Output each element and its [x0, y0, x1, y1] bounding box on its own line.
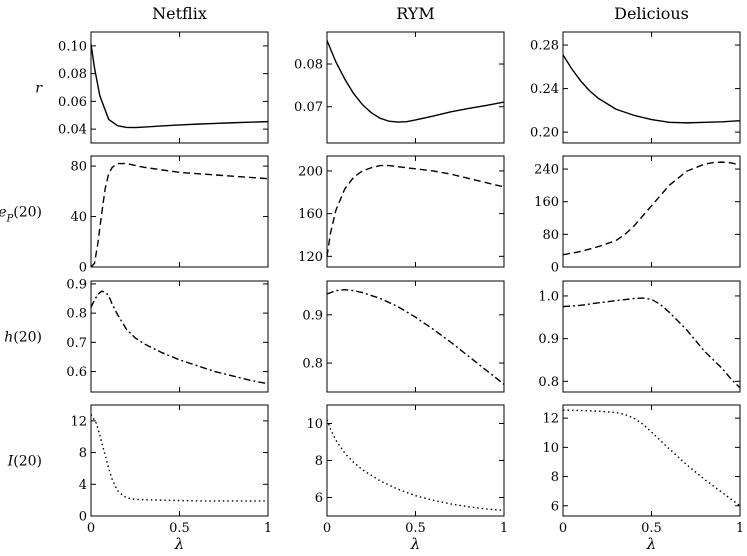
y-tick-label: 12 — [70, 414, 87, 429]
row-label-0: r — [35, 81, 43, 97]
series-line-dashed — [326, 164, 505, 257]
panel-r1-c2: 0 80 160 240 — [534, 155, 741, 276]
y-tick-label: 160 — [298, 207, 323, 222]
panel-r1-c0: 0 40 80 — [70, 155, 269, 276]
y-tick-label: 240 — [534, 163, 559, 178]
panel-r0-c0: 0.04 0.06 0.08 0.10 — [58, 31, 269, 144]
y-tick-label: 0.10 — [58, 39, 87, 54]
panel-r2-c2: 0.8 0.9 1.0 — [538, 280, 741, 393]
y-tick-label: 12 — [542, 412, 559, 427]
x-tick-label: 0.5 — [641, 521, 662, 536]
x-tick-label: 0 — [323, 521, 331, 536]
y-tick-label: 6 — [551, 499, 559, 514]
y-tick-label: 0.8 — [66, 307, 87, 322]
series-line-solid — [90, 44, 269, 129]
x-tick-label: 1 — [264, 521, 272, 536]
panel-r2-c1: 0.8 0.9 — [302, 280, 505, 393]
y-tick-label: 0.6 — [66, 365, 87, 380]
y-tick-label: 0.08 — [58, 67, 87, 82]
panel-frame — [326, 280, 505, 393]
y-tick-label: 0.08 — [294, 58, 323, 73]
series-line-dashdot — [326, 288, 505, 385]
panel-r3-c1: 6 8 10 0 0.5 1 λ — [306, 404, 508, 553]
panel-r3-c0: 0 4 8 12 0 0.5 1 λ — [70, 404, 272, 553]
panel-frame — [90, 280, 269, 393]
panel-frame — [326, 31, 505, 144]
series-line-solid — [326, 40, 505, 123]
y-tick-label: 80 — [70, 160, 87, 175]
row-label-1: eP(20) — [0, 205, 42, 225]
series-line-dashed — [562, 161, 741, 256]
column-title-netflix: Netflix — [152, 4, 207, 23]
y-tick-label: 8 — [79, 446, 87, 461]
y-tick-label: 80 — [542, 228, 559, 243]
series-line-dotted — [562, 409, 741, 507]
panel-r0-c1: 0.07 0.08 — [294, 31, 505, 144]
y-tick-label: 0.9 — [538, 332, 559, 347]
y-tick-label: 0 — [551, 261, 559, 276]
column-title-delicious: Delicious — [614, 4, 689, 23]
x-axis-label: λ — [174, 535, 185, 553]
y-tick-label: 0 — [79, 261, 87, 276]
y-tick-label: 120 — [298, 250, 323, 265]
y-tick-label: 0.04 — [58, 123, 87, 138]
y-tick-label: 0.24 — [530, 82, 559, 97]
x-tick-label: 0.5 — [169, 521, 190, 536]
series-line-solid — [562, 54, 741, 124]
panel-r0-c2: 0.20 0.24 0.28 — [530, 31, 741, 144]
y-tick-label: 10 — [306, 417, 323, 432]
x-tick-label: 1 — [500, 521, 508, 536]
panel-r2-c0: 0.6 0.7 0.8 0.9 — [66, 277, 269, 393]
x-axis-label: λ — [410, 535, 421, 553]
row-label-2: h(20) — [4, 330, 42, 346]
y-tick-label: 0.7 — [66, 336, 87, 351]
y-tick-label: 0.9 — [66, 277, 87, 292]
row-label-3: I(20) — [7, 454, 42, 470]
y-tick-label: 10 — [542, 441, 559, 456]
y-tick-label: 0.8 — [302, 357, 323, 372]
y-tick-label: 4 — [79, 478, 87, 493]
y-tick-label: 200 — [298, 164, 323, 179]
y-tick-label: 0.9 — [302, 308, 323, 323]
column-title-rym: RYM — [396, 4, 435, 23]
panel-frame — [90, 404, 269, 517]
x-tick-label: 1 — [736, 521, 744, 536]
y-tick-label: 0.20 — [530, 126, 559, 141]
y-tick-label: 0.8 — [538, 375, 559, 390]
panel-frame — [562, 280, 741, 393]
series-line-dashdot — [562, 297, 741, 389]
x-tick-label: 0 — [87, 521, 95, 536]
y-tick-label: 8 — [551, 470, 559, 485]
panel-frame — [562, 31, 741, 144]
y-tick-label: 0 — [79, 510, 87, 525]
series-line-dashed — [90, 162, 269, 268]
panel-frame — [326, 155, 505, 268]
series-line-dotted — [90, 414, 268, 502]
panel-frame — [326, 404, 505, 517]
panel-r1-c1: 120 160 200 — [298, 155, 505, 268]
series-line-dotted — [326, 419, 505, 512]
x-tick-label: 0.5 — [405, 521, 426, 536]
panel-frame — [562, 155, 741, 268]
y-tick-label: 1.0 — [538, 289, 559, 304]
x-axis-label: λ — [646, 535, 657, 553]
panel-frame — [90, 155, 269, 268]
y-tick-label: 0.06 — [58, 95, 87, 110]
y-tick-label: 8 — [315, 454, 323, 469]
panel-frame — [562, 404, 741, 517]
y-tick-label: 160 — [534, 195, 559, 210]
y-tick-label: 6 — [315, 491, 323, 506]
y-tick-label: 40 — [70, 210, 87, 225]
y-tick-label: 0.07 — [294, 100, 323, 115]
panel-r3-c2: 6 8 10 12 0 0.5 1 λ — [542, 404, 744, 553]
x-tick-label: 0 — [559, 521, 567, 536]
y-tick-label: 0.28 — [530, 39, 559, 54]
series-line-dashdot — [90, 290, 269, 385]
